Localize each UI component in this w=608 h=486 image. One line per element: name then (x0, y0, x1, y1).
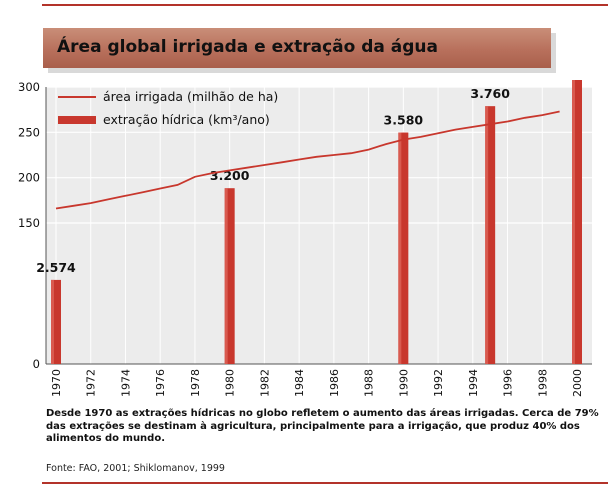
source-note: Fonte: FAO, 2001; Shiklomanov, 1999 (46, 463, 225, 474)
chart-title: Área global irrigada e extração da água (57, 37, 438, 57)
x-tick-label: 1994 (467, 369, 480, 397)
plot-background (46, 87, 592, 364)
bar-highlight (224, 188, 228, 364)
x-tick-label: 1980 (224, 369, 237, 397)
bar-value-label: 3.580 (384, 113, 424, 128)
series-line-area-irrigada (55, 110, 560, 210)
bar (572, 80, 582, 364)
bar (398, 132, 409, 364)
y-tick-label: 250 (18, 125, 40, 139)
bar-value-label: 2.574 (36, 260, 76, 275)
chart: 0 150 200 250 300 1970 1972 1974 1976 1978 1980 198… (18, 80, 592, 397)
x-tick-label: 1984 (293, 369, 306, 397)
x-tick-label: 1974 (119, 369, 132, 397)
x-tick-label: 2000 (571, 369, 584, 397)
bar-highlight (51, 279, 54, 364)
legend-label-bar: extração hídrica (km³/ano) (103, 112, 270, 127)
x-tick-label: 1998 (536, 369, 549, 397)
y-tick-label: 200 (18, 171, 40, 185)
bar (224, 188, 235, 364)
top-divider (42, 4, 608, 6)
x-tick-label: 1982 (258, 369, 271, 397)
bar-highlight (485, 106, 489, 364)
bottom-divider (42, 482, 608, 484)
bar-value-label: 3.760 (470, 86, 510, 101)
legend-bar-swatch (58, 116, 96, 124)
x-tick-label: 1976 (154, 369, 167, 397)
bar-highlight (398, 132, 402, 364)
legend-label-line: área irrigada (milhão de ha) (103, 89, 278, 104)
y-tick-label: 300 (18, 80, 40, 94)
x-tick-label: 1996 (502, 369, 515, 397)
x-tick-label: 1978 (189, 369, 202, 397)
y-tick-label: 0 (33, 357, 40, 371)
bar (485, 106, 496, 364)
title-banner: Área global irrigada e extração da água (43, 28, 551, 68)
x-tick-label: 1992 (432, 369, 445, 397)
x-tick-label: 1990 (397, 369, 410, 397)
bar (51, 279, 61, 364)
x-tick-label: 1988 (363, 369, 376, 397)
bar-highlight (572, 80, 575, 364)
x-tick-label: 1986 (328, 369, 341, 397)
x-tick-label: 1972 (85, 369, 98, 397)
y-tick-label: 150 (18, 216, 40, 230)
chart-caption: Desde 1970 as extrações hídricas no glob… (46, 408, 599, 444)
x-tick-label: 1970 (50, 369, 63, 397)
